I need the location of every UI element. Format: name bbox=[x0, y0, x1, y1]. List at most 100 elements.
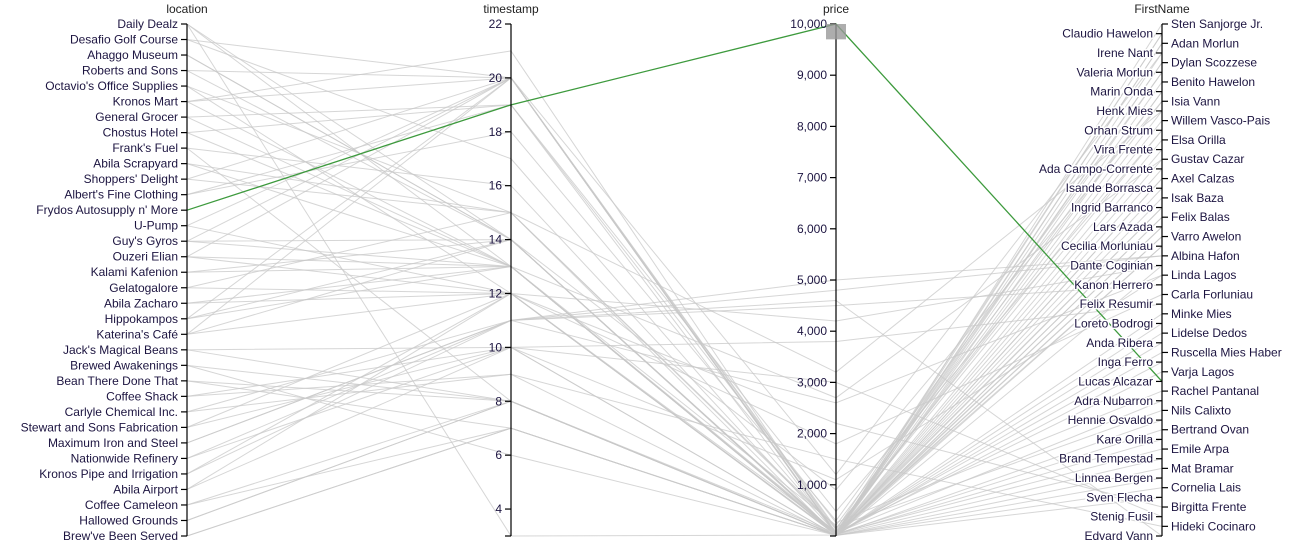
record-line bbox=[186, 373, 1163, 537]
tick-label: Linda Lagos bbox=[1171, 268, 1236, 282]
tick-label: Orhan Strum bbox=[1084, 123, 1153, 137]
tick-label: Hennie Osvaldo bbox=[1068, 413, 1154, 427]
tick-label: Adra Nubarron bbox=[1074, 394, 1153, 408]
tick-label: Nils Calixto bbox=[1171, 403, 1231, 417]
tick-label: Lidelse Dedos bbox=[1171, 326, 1247, 340]
axis-title[interactable]: location bbox=[166, 2, 207, 16]
tick-label: Kalami Kafenion bbox=[91, 265, 178, 279]
tick-label: Sten Sanjorge Jr. bbox=[1171, 17, 1263, 31]
tick-label: Marin Onda bbox=[1090, 85, 1153, 99]
tick-label: 8 bbox=[495, 394, 502, 408]
tick-label: Bean There Done That bbox=[56, 374, 178, 388]
tick-label: Sven Flecha bbox=[1086, 490, 1153, 504]
tick-label: Abila Scrapyard bbox=[93, 157, 178, 171]
tick-label: Coffee Cameleon bbox=[85, 498, 178, 512]
price-brush-selection[interactable] bbox=[826, 24, 846, 40]
record-line bbox=[186, 104, 1163, 524]
tick-label: 16 bbox=[489, 179, 503, 193]
tick-label: Bertrand Ovan bbox=[1171, 423, 1249, 437]
tick-label: Frank's Fuel bbox=[112, 141, 178, 155]
tick-label: Henk Mies bbox=[1096, 104, 1153, 118]
tick-label: Gustav Cazar bbox=[1171, 152, 1244, 166]
tick-label: Valeria Morlun bbox=[1077, 65, 1153, 79]
tick-label: Stenig Fusil bbox=[1090, 510, 1153, 524]
tick-label: Irene Nant bbox=[1097, 46, 1154, 60]
tick-label: Ruscella Mies Haber bbox=[1171, 345, 1282, 359]
tick-label: Maximum Iron and Steel bbox=[48, 436, 178, 450]
tick-label: Dylan Scozzese bbox=[1171, 56, 1257, 70]
tick-label: Kare Orilla bbox=[1096, 432, 1153, 446]
tick-label: Benito Hawelon bbox=[1171, 75, 1255, 89]
tick-label: 10,000 bbox=[790, 17, 827, 31]
axis-title[interactable]: timestamp bbox=[483, 2, 539, 16]
tick-label: Albert's Fine Clothing bbox=[64, 188, 178, 202]
tick-label: Varro Awelon bbox=[1171, 230, 1241, 244]
tick-label: Octavio's Office Supplies bbox=[45, 79, 178, 93]
tick-label: Linnea Bergen bbox=[1075, 471, 1153, 485]
record-line bbox=[186, 110, 1163, 373]
record-line bbox=[186, 85, 1163, 530]
axis-title[interactable]: FirstName bbox=[1134, 2, 1190, 16]
tick-label: 8,000 bbox=[797, 119, 827, 133]
tick-label: Chostus Hotel bbox=[103, 126, 178, 140]
tick-label: Ingrid Barranco bbox=[1071, 201, 1153, 215]
record-line bbox=[186, 91, 1163, 536]
tick-label: 20 bbox=[489, 71, 503, 85]
record-line bbox=[186, 332, 1163, 537]
tick-label: 10 bbox=[489, 340, 503, 354]
tick-label: Nationwide Refinery bbox=[71, 451, 178, 465]
tick-label: General Grocer bbox=[95, 110, 178, 124]
tick-label: Brewed Awakenings bbox=[70, 358, 178, 372]
tick-label: Cecilia Morluniau bbox=[1061, 239, 1153, 253]
record-line bbox=[186, 364, 1163, 536]
tick-label: Isia Vann bbox=[1171, 94, 1220, 108]
tick-label: Lucas Alcazar bbox=[1078, 374, 1153, 388]
record-line bbox=[186, 101, 1163, 536]
record-line bbox=[186, 33, 1163, 535]
record-line bbox=[186, 236, 1163, 536]
tick-label: Adan Morlun bbox=[1171, 36, 1239, 50]
record-lines bbox=[186, 23, 1163, 537]
tick-label: Loreto Bodrogi bbox=[1074, 316, 1153, 330]
tick-label: Vira Frente bbox=[1094, 143, 1153, 157]
tick-label: Mat Bramar bbox=[1171, 461, 1234, 475]
tick-label: Desafio Golf Course bbox=[70, 33, 178, 47]
tick-label: Edvard Vann bbox=[1085, 529, 1154, 543]
record-line bbox=[186, 216, 1163, 537]
tick-label: Isande Borrasca bbox=[1066, 181, 1154, 195]
tick-label: Frydos Autosupply n' More bbox=[36, 203, 178, 217]
record-line bbox=[186, 147, 1163, 534]
record-line bbox=[186, 255, 1163, 475]
record-line bbox=[186, 23, 1163, 537]
tick-label: Willem Vasco-Pais bbox=[1171, 114, 1270, 128]
tick-label: Lars Azada bbox=[1093, 220, 1153, 234]
tick-label: Cornelia Lais bbox=[1171, 481, 1241, 495]
tick-label: Brand Tempestad bbox=[1059, 452, 1153, 466]
tick-label: Isak Baza bbox=[1171, 191, 1224, 205]
tick-label: Daily Dealz bbox=[117, 17, 178, 31]
highlighted-record-line[interactable] bbox=[186, 23, 1163, 382]
record-line bbox=[186, 70, 1163, 491]
record-line bbox=[186, 178, 1163, 528]
tick-label: Kronos Mart bbox=[113, 95, 179, 109]
record-line bbox=[186, 265, 1163, 536]
axis-title[interactable]: price bbox=[823, 2, 849, 16]
record-line bbox=[186, 43, 1163, 537]
tick-label: Abila Airport bbox=[113, 482, 178, 496]
tick-label: Ouzeri Elian bbox=[113, 250, 178, 264]
tick-label: 5,000 bbox=[797, 273, 827, 287]
tick-label: Coffee Shack bbox=[106, 389, 179, 403]
tick-label: 14 bbox=[489, 233, 503, 247]
record-line bbox=[186, 39, 1163, 533]
tick-label: Ada Campo-Corrente bbox=[1039, 162, 1153, 176]
tick-label: Dante Coginian bbox=[1070, 259, 1153, 273]
tick-label: Felix Balas bbox=[1171, 210, 1230, 224]
tick-label: Hallowed Grounds bbox=[79, 513, 178, 527]
record-line bbox=[186, 313, 1163, 536]
record-line bbox=[186, 168, 1163, 536]
tick-label: Varja Lagos bbox=[1171, 365, 1234, 379]
